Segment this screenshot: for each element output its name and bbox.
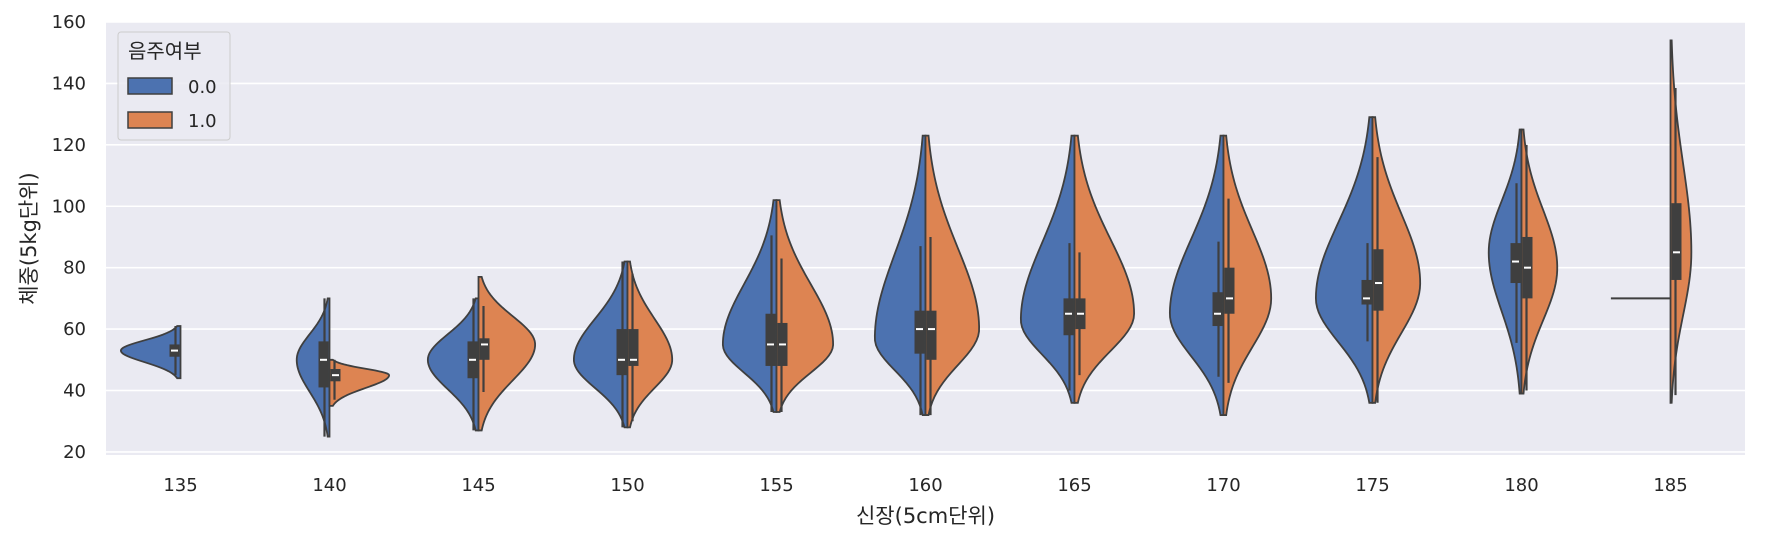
violin-half-0.0-155	[721, 199, 778, 413]
violin-half-1.0-140	[328, 358, 391, 407]
y-tick-label: 20	[63, 442, 86, 463]
y-tick-label: 80	[63, 258, 86, 279]
x-tick-label: 140	[312, 475, 346, 496]
violin-half-1.0-175	[1371, 116, 1422, 404]
x-tick-label: 185	[1653, 475, 1687, 496]
violin-half-0.0-150	[572, 260, 629, 429]
legend-entries: 0.0 1.0	[127, 77, 217, 132]
x-tick-label: 160	[908, 475, 942, 496]
y-tick-label: 100	[52, 196, 86, 217]
violin-half-0.0-165	[1019, 134, 1076, 404]
violin-half-1.0-180	[1520, 128, 1559, 395]
box-1.0-160	[926, 310, 937, 360]
box-1.0-175	[1373, 249, 1384, 311]
violin-half-0.0-145	[426, 297, 480, 432]
box-0.0-170	[1212, 292, 1223, 327]
violin-half-0.0-180	[1487, 128, 1523, 395]
box-1.0-185	[1671, 203, 1682, 280]
violins	[119, 39, 1693, 438]
box-0.0-165	[1063, 298, 1074, 336]
violin-half-0.0-170	[1168, 134, 1225, 416]
x-tick-label: 155	[759, 475, 793, 496]
violin-half-0.0-175	[1314, 116, 1374, 404]
violin-half-0.0-160	[873, 134, 927, 416]
y-tick-label: 60	[63, 319, 86, 340]
box-1.0-145	[479, 338, 490, 360]
box-0.0-180	[1510, 243, 1521, 284]
y-tick-label: 160	[52, 12, 86, 33]
violin-half-1.0-145	[477, 275, 536, 432]
box-0.0-175	[1361, 279, 1372, 305]
box-1.0-170	[1224, 267, 1235, 314]
violin-half-0.0-140	[295, 297, 331, 438]
x-tick-label: 175	[1355, 475, 1389, 496]
x-tick-label: 165	[1057, 475, 1091, 496]
y-axis-label: 체중(5kg단위)	[17, 172, 41, 305]
violin-half-0.0-135	[119, 325, 182, 380]
legend-swatch-0.0	[127, 77, 173, 95]
legend: 음주여부 0.0 1.0	[117, 31, 231, 141]
violin-half-1.0-165	[1073, 134, 1136, 404]
box-0.0-160	[914, 310, 925, 354]
x-tick-label: 170	[1206, 475, 1240, 496]
y-tick-label: 140	[52, 73, 86, 94]
legend-label: 0.0	[188, 77, 217, 98]
legend-title: 음주여부	[128, 39, 202, 63]
box-1.0-150	[628, 329, 639, 366]
y-tick-labels: 20 40 60 80 100 120 140 160	[52, 12, 86, 463]
box-0.0-140	[318, 341, 329, 388]
legend-label: 1.0	[188, 111, 217, 132]
x-tick-label: 145	[461, 475, 495, 496]
violin-half-1.0-150	[626, 260, 674, 429]
x-tick-label: 135	[163, 475, 197, 496]
box-0.0-150	[616, 329, 627, 376]
violin-half-1.0-160	[924, 134, 981, 416]
violin-half-1.0-155	[775, 199, 835, 413]
box-0.0-155	[765, 313, 776, 366]
y-tick-label: 120	[52, 135, 86, 156]
legend-swatch-1.0	[127, 111, 173, 129]
x-tick-labels: 135 140 145 150 155 160 165 170 175 180 185	[163, 475, 1687, 496]
violin-half-1.0-170	[1222, 134, 1273, 416]
y-tick-label: 40	[63, 381, 86, 402]
x-tick-label: 150	[610, 475, 644, 496]
x-tick-label: 180	[1504, 475, 1538, 496]
x-axis-label: 신장(5cm단위)	[856, 504, 995, 528]
